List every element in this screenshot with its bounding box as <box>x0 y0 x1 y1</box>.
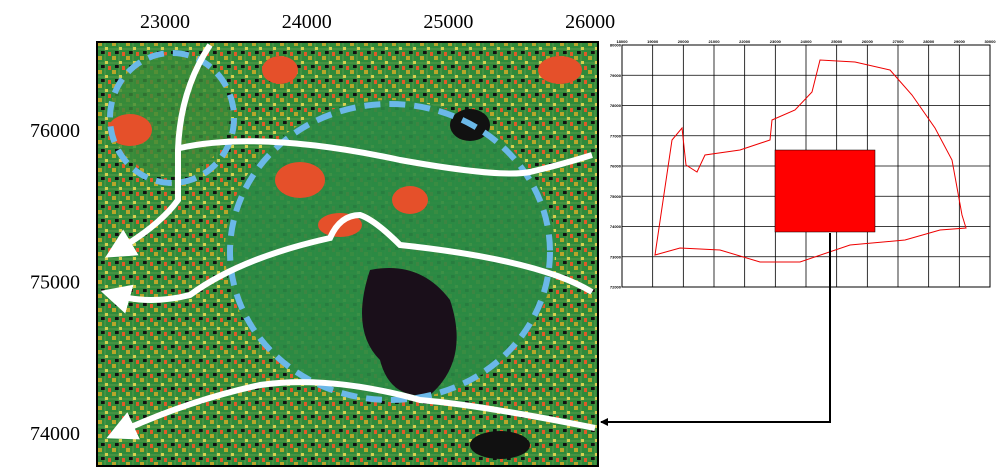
flow-arrow <box>100 211 594 314</box>
y-tick-label: 74000 <box>30 423 80 445</box>
x-tick-label: 29000 <box>954 39 966 44</box>
main-map <box>97 42 598 466</box>
boundary <box>654 59 967 263</box>
map-frame <box>96 41 599 467</box>
dashed-circle <box>107 50 237 186</box>
y-tick-label: 78000 <box>610 103 622 108</box>
dark-area <box>470 431 530 459</box>
y-tick-label: 80000 <box>610 43 622 48</box>
hotspot <box>275 162 325 198</box>
connector-arrow <box>600 233 831 426</box>
y-tick-label: 76000 <box>30 120 80 142</box>
x-tick-label: 23000 <box>140 11 190 33</box>
x-tick-label: 24000 <box>282 11 332 33</box>
y-tick-label: 75000 <box>30 272 80 294</box>
x-tick-label: 18000 <box>616 39 628 44</box>
x-tick-label: 19000 <box>647 39 659 44</box>
dark-area <box>362 268 457 396</box>
y-tick-label: 74000 <box>610 224 622 229</box>
x-tick-label: 22000 <box>739 39 751 44</box>
x-tick-label: 25000 <box>831 39 843 44</box>
x-tick-label: 28000 <box>923 39 935 44</box>
x-tick-label: 27000 <box>892 39 904 44</box>
flow-line <box>179 138 593 177</box>
flow-arrow <box>105 43 213 258</box>
x-tick-label: 26000 <box>862 39 874 44</box>
flow-arrow <box>106 379 596 440</box>
dashed-circle <box>227 101 553 403</box>
hotspot <box>392 186 428 214</box>
y-tick-label: 77000 <box>610 133 622 138</box>
y-tick-label: 75000 <box>610 194 622 199</box>
x-tick-label: 21000 <box>708 39 720 44</box>
x-tick-label: 25000 <box>423 11 473 33</box>
y-tick-label: 76000 <box>610 164 622 169</box>
inset-map: 18000 19000 20000 21000 22000 23000 24000 25000… <box>610 39 996 290</box>
hotspot <box>108 114 152 146</box>
x-tick-label: 26000 <box>565 11 615 33</box>
y-tick-label: 73000 <box>610 254 622 259</box>
hotspot <box>538 56 582 84</box>
y-tick-label: 79000 <box>610 73 622 78</box>
x-tick-label: 20000 <box>678 39 690 44</box>
hotspot <box>262 56 298 84</box>
study-area <box>774 149 876 233</box>
x-tick-label: 23000 <box>770 39 782 44</box>
x-tick-label: 24000 <box>800 39 812 44</box>
x-tick-label: 30000 <box>984 39 996 44</box>
y-tick-label: 72000 <box>610 285 622 290</box>
